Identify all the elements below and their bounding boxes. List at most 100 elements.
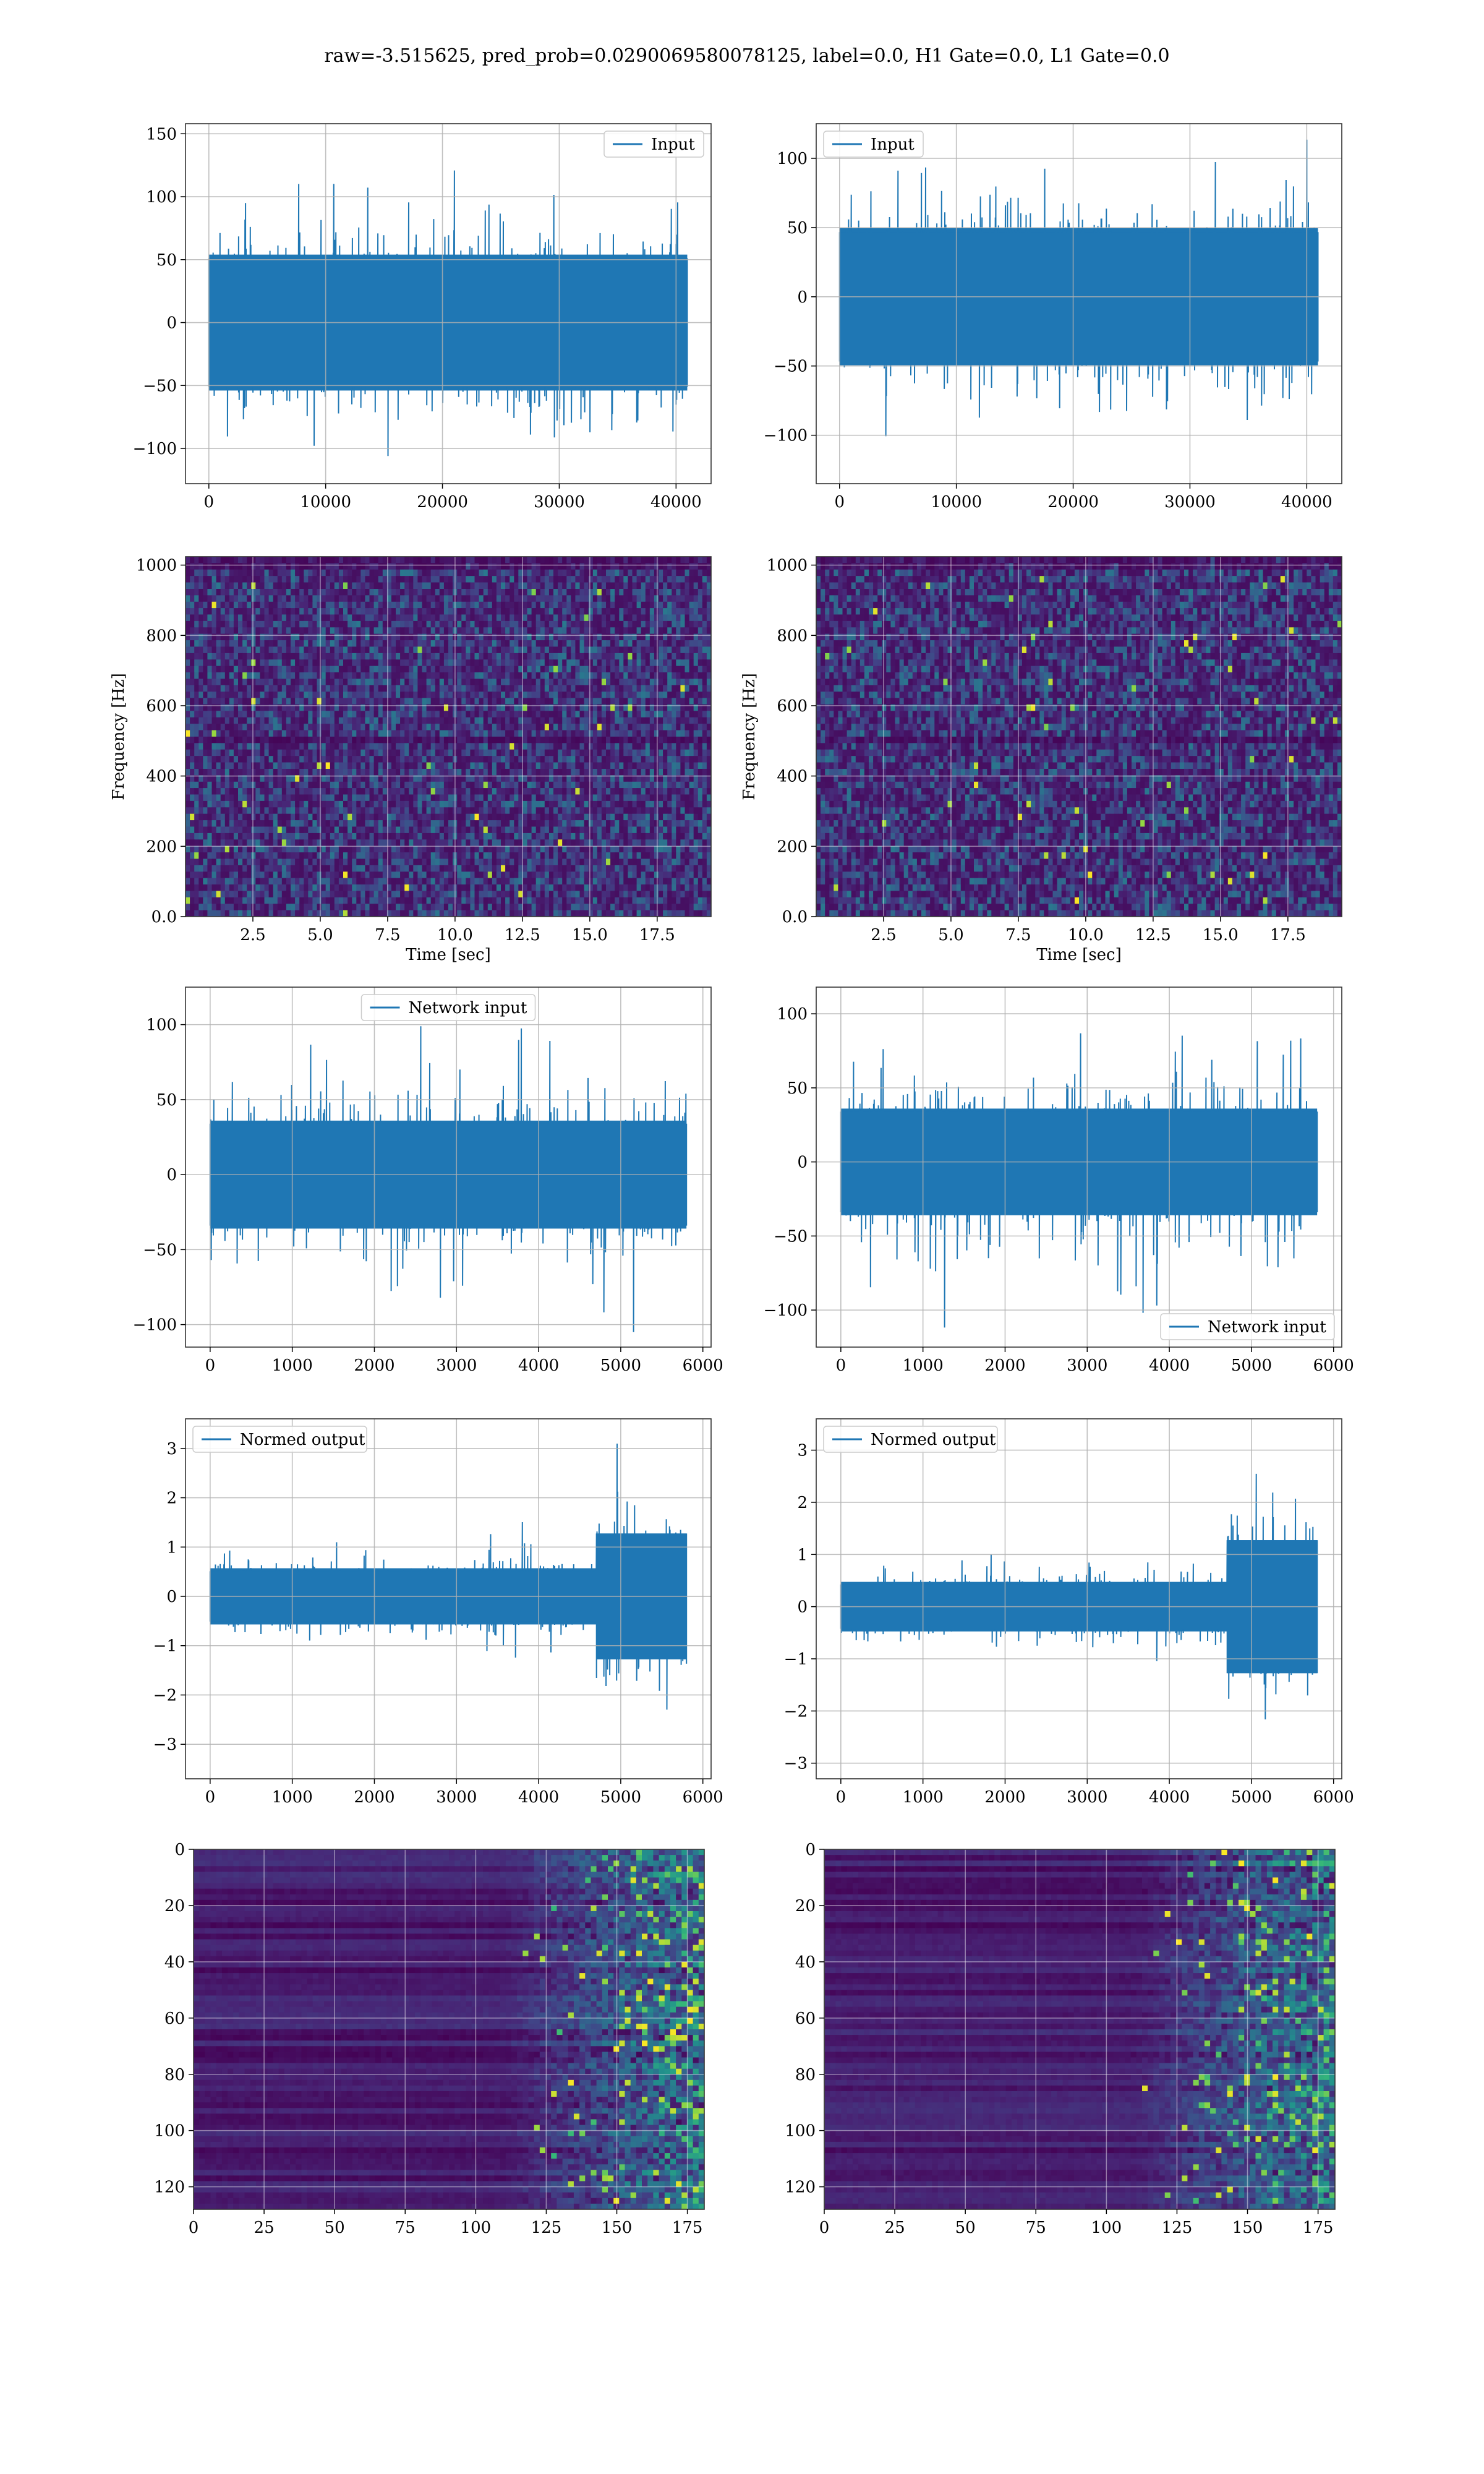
heatmap-cell [575,775,581,782]
heatmap-cell [540,781,545,789]
heatmap-cell [706,762,711,769]
heatmap-cell [382,724,388,731]
heatmap-cell [273,620,278,628]
heatmap-cell [592,685,598,692]
heatmap-cell [540,704,545,711]
heatmap-cell [588,704,594,711]
heatmap-cell [540,659,545,667]
heatmap-cell [369,601,375,609]
heatmap-cell [382,737,388,743]
heatmap-cell [562,762,567,769]
heatmap-cell [667,563,672,570]
heatmap-cell [548,807,554,815]
heatmap-cell [338,678,344,686]
heatmap-cell [229,743,234,750]
heatmap-cell [312,569,318,576]
heatmap-cell [466,685,471,692]
heatmap-cell [501,557,506,563]
heatmap-cell [291,640,296,648]
heatmap-cell [291,672,296,680]
heatmap-cell [426,788,432,795]
heatmap-cell [378,672,383,680]
heatmap-cell [216,781,221,789]
heatmap-cell [321,589,326,596]
heatmap-cell [672,627,676,635]
heatmap-cell [474,666,480,673]
heatmap-cell [527,576,532,583]
heatmap-cell [360,749,365,756]
heatmap-cell [422,775,427,782]
heatmap-cell [430,756,436,763]
heatmap-cell [439,557,445,563]
heatmap-cell [382,569,388,576]
heatmap-cell [522,678,528,686]
heatmap-cell [492,737,497,743]
heatmap-cell [649,672,655,680]
heatmap-cell [623,563,628,570]
heatmap-cell [321,672,326,680]
heatmap-cell [571,711,576,718]
heatmap-cell [203,557,208,563]
heatmap-cell [365,633,370,641]
heatmap-cell [544,672,550,680]
heatmap-cell [492,576,497,583]
heatmap-cell [505,704,510,711]
heatmap-cell [457,627,462,635]
heatmap-cell [535,749,541,756]
heatmap-cell [413,762,418,769]
heatmap-cell [619,730,624,737]
heatmap-cell [479,678,484,686]
heatmap-cell [186,653,190,660]
heatmap-cell [295,601,300,609]
heatmap-cell [238,762,243,769]
heatmap-cell [312,627,318,635]
heatmap-cell [343,557,348,563]
heatmap-cell [579,769,585,776]
heatmap-cell [684,769,690,776]
heatmap-cell [553,794,558,802]
heatmap-cell [693,678,699,686]
heatmap-cell [439,563,445,570]
heatmap-cell [299,633,304,641]
heatmap-cell [597,730,602,737]
heatmap-cell [334,576,339,583]
heatmap-cell [453,576,458,583]
heatmap-cell [229,672,234,680]
heatmap-cell [330,724,335,731]
heatmap-cell [496,730,501,737]
heatmap-cell [645,724,650,731]
heatmap-cell [198,756,203,763]
heatmap-cell [299,620,304,628]
heatmap-cell [417,627,423,635]
heatmap-cell [628,659,633,667]
heatmap-cell [325,627,331,635]
heatmap-cell [663,563,668,570]
x-tick-label: 10000 [300,493,351,511]
heatmap-cell [601,608,607,615]
heatmap-cell [286,788,291,795]
heatmap-cell [304,781,309,789]
heatmap-cell [619,601,624,609]
heatmap-cell [277,730,283,737]
heatmap-cell [291,730,296,737]
heatmap-cell [220,743,226,750]
heatmap-cell [435,813,440,821]
heatmap-cell [553,646,558,654]
heatmap-cell [457,775,462,782]
heatmap-cell [365,666,370,673]
heatmap-cell [474,800,480,808]
heatmap-cell [558,582,563,589]
heatmap-cell [544,653,550,660]
heatmap-cell [659,717,663,724]
heatmap-cell [321,730,326,737]
heatmap-cell [562,717,567,724]
heatmap-cell [295,813,300,821]
heatmap-cell [426,666,432,673]
heatmap-cell [505,557,510,563]
heatmap-cell [448,659,453,667]
heatmap-cell [216,800,221,808]
heatmap-cell [255,704,260,711]
heatmap-cell [672,601,676,609]
heatmap-cell [689,608,694,615]
heatmap-cell [496,563,501,570]
